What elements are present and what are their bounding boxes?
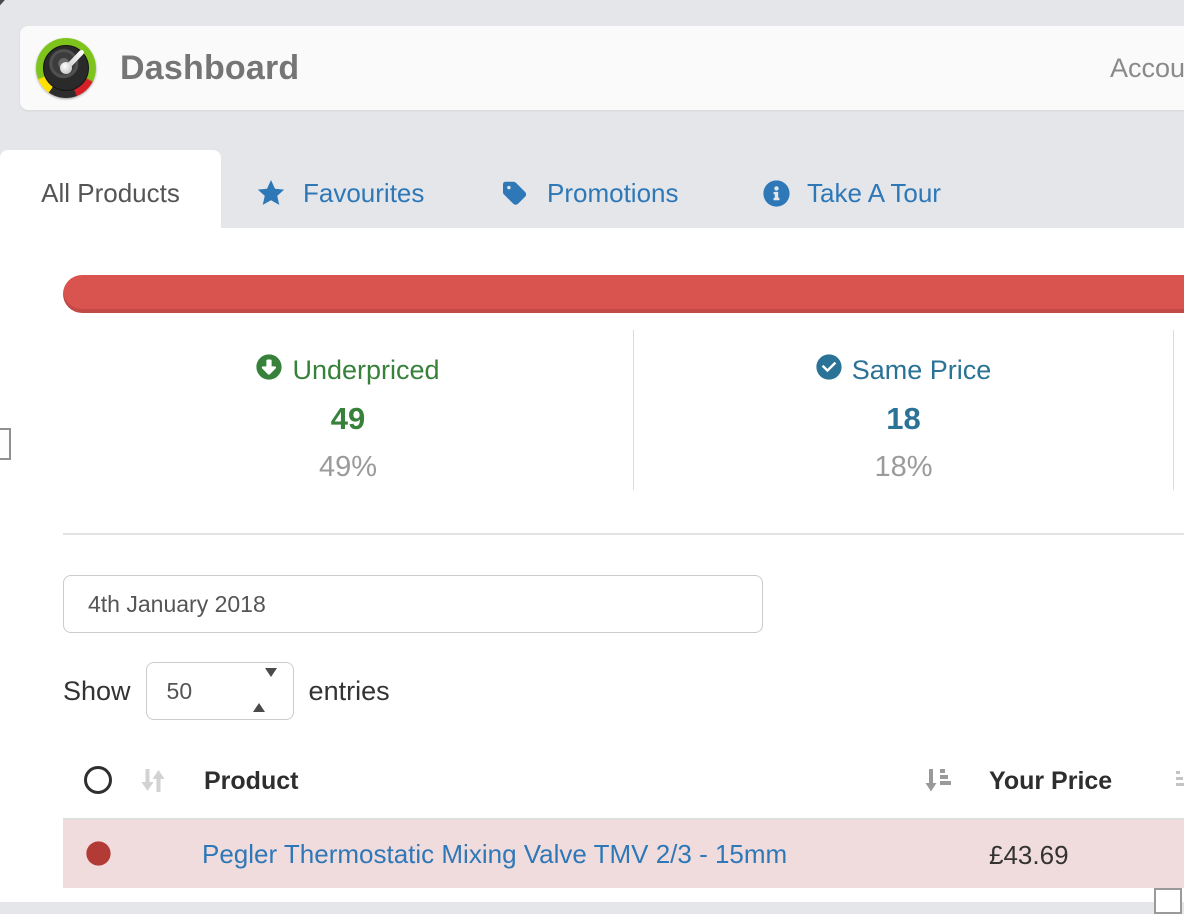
stat-underpriced-label: Underpriced [292, 355, 440, 385]
tab-all-products-label: All Products [41, 178, 180, 208]
corner-artifact [0, 0, 7, 12]
main-content: Underpriced 49 49% Same Price 18 18% Sho… [0, 228, 1184, 902]
sort-icon[interactable] [1176, 771, 1184, 796]
arrow-down-circle-icon [256, 354, 283, 387]
stat-same-price-percent: 18% [874, 451, 933, 483]
account-menu-link[interactable]: Account [1110, 52, 1184, 83]
check-circle-icon [816, 354, 842, 387]
section-divider [63, 533, 1184, 535]
page-title: Dashboard [120, 48, 300, 87]
star-icon [256, 178, 286, 208]
tag-icon [503, 180, 530, 207]
tab-promotions[interactable]: Promotions [503, 150, 679, 228]
side-panel-handle[interactable] [0, 428, 11, 460]
tab-favourites[interactable]: Favourites [256, 150, 424, 228]
stats-divider [1173, 330, 1174, 490]
stats-divider [633, 330, 634, 490]
table-header-row: Product Your Price [63, 745, 1184, 820]
page-size-control: Show 50 entries [63, 661, 390, 721]
sort-amount-icon[interactable] [925, 767, 952, 798]
tab-promotions-label: Promotions [547, 177, 679, 208]
stat-underpriced-count: 49 [330, 401, 366, 436]
products-table: Product Your Price Pegler Thermostat [63, 745, 1184, 888]
entries-label: entries [308, 675, 390, 706]
column-header-product[interactable]: Product [204, 767, 299, 795]
stat-same-price[interactable]: Same Price 18 18% [634, 330, 1173, 490]
page-size-value: 50 [166, 677, 193, 704]
stats-summary: Underpriced 49 49% Same Price 18 18% [63, 330, 1184, 490]
tab-all-products[interactable]: All Products [0, 150, 221, 229]
table-row: Pegler Thermostatic Mixing Valve TMV 2/3… [63, 820, 1184, 888]
stat-same-price-label: Same Price [851, 355, 992, 385]
sort-icon[interactable] [141, 767, 165, 799]
page-size-select[interactable]: 50 [145, 662, 294, 720]
select-all-circle-icon[interactable] [84, 766, 112, 794]
stat-same-price-count: 18 [886, 401, 921, 436]
overpriced-progress-bar [63, 275, 1184, 313]
column-header-your-price[interactable]: Your Price [989, 767, 1113, 795]
stat-underpriced[interactable]: Underpriced 49 49% [63, 330, 633, 490]
your-price-value: £43.69 [989, 840, 1069, 870]
select-arrows-icon [252, 668, 277, 712]
app-header: Dashboard Account [20, 26, 1184, 110]
info-circle-icon [763, 179, 790, 207]
product-link[interactable]: Pegler Thermostatic Mixing Valve TMV 2/3… [202, 839, 788, 869]
tab-take-a-tour[interactable]: Take A Tour [763, 150, 941, 228]
tab-favourites-label: Favourites [303, 177, 425, 208]
date-picker-input[interactable] [63, 575, 763, 633]
stat-underpriced-percent: 49% [318, 451, 378, 483]
tab-take-a-tour-label: Take A Tour [807, 177, 941, 208]
show-label: Show [63, 675, 131, 706]
resize-handle[interactable] [1154, 888, 1182, 914]
main-tabs: All Products Favourites Promotions Take … [0, 150, 1184, 229]
speedometer-logo-icon [36, 38, 96, 98]
arrow-up-circle-icon [86, 841, 111, 871]
